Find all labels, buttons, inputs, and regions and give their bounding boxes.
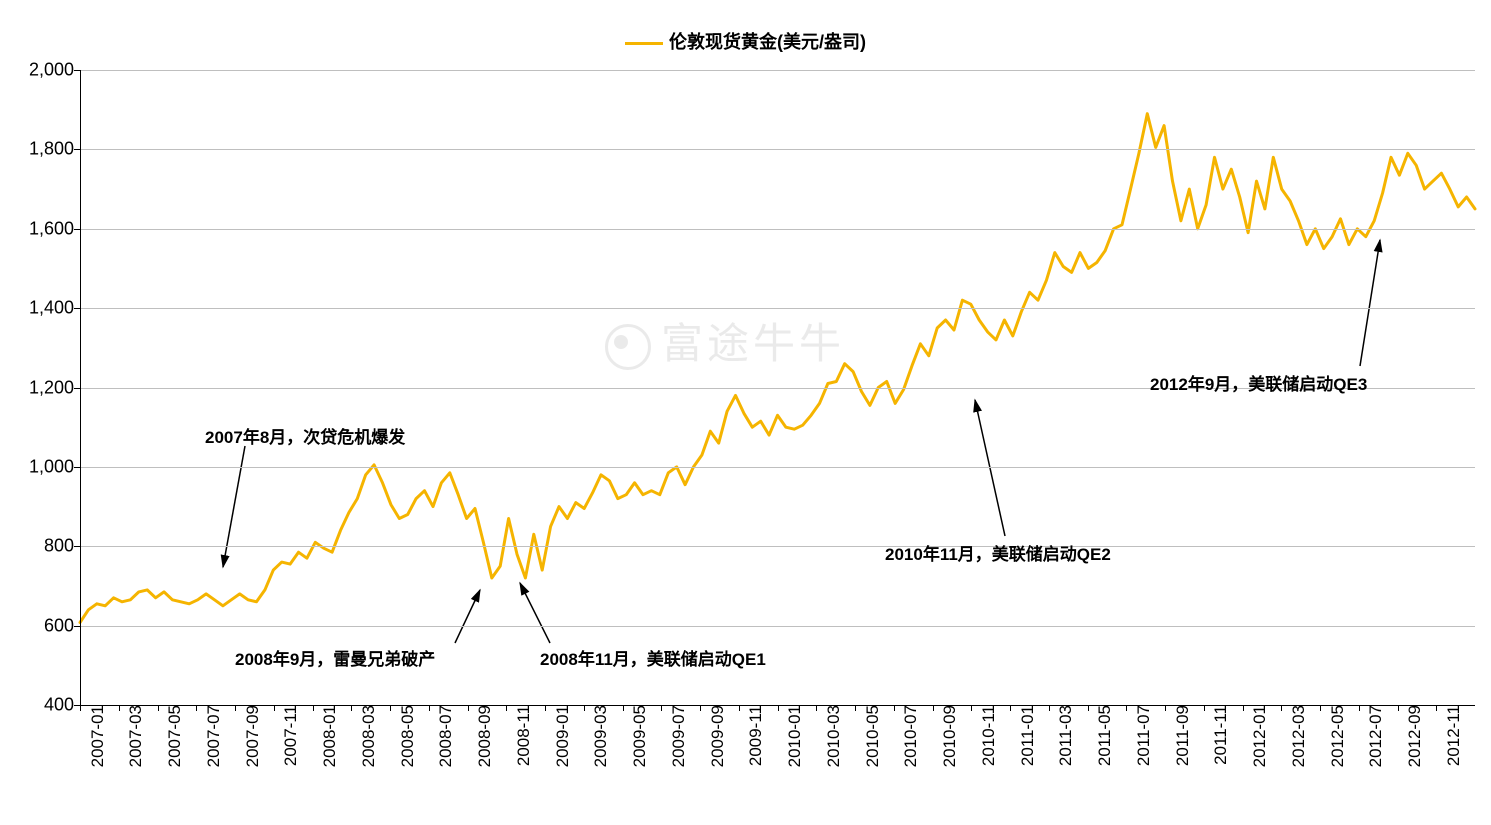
x-tick-mark <box>1243 705 1244 711</box>
x-tick-mark <box>739 705 740 711</box>
x-tick-mark <box>1359 705 1360 711</box>
annotation-label: 2008年11月，美联储启动QE1 <box>540 645 766 670</box>
y-tick-label: 1,200 <box>29 377 80 398</box>
x-tick-mark <box>158 705 159 711</box>
y-tick-label: 1,000 <box>29 456 80 477</box>
x-tick-label: 2009-09 <box>704 705 728 767</box>
x-tick-mark <box>894 705 895 711</box>
x-tick-label: 2007-03 <box>122 705 146 767</box>
x-tick-mark <box>1320 705 1321 711</box>
x-tick-label: 2009-01 <box>549 705 573 767</box>
annotation-label: 2007年8月，次贷危机爆发 <box>205 423 405 448</box>
x-tick-mark <box>1126 705 1127 711</box>
x-tick-mark <box>816 705 817 711</box>
legend-label: 伦敦现货黄金(美元/盎司) <box>669 32 866 52</box>
x-tick-label: 2011-03 <box>1052 705 1076 766</box>
gridline <box>80 229 1475 230</box>
x-tick-label: 2012-05 <box>1324 705 1348 767</box>
x-tick-mark <box>351 705 352 711</box>
x-tick-label: 2007-09 <box>239 705 263 767</box>
gridline <box>80 308 1475 309</box>
gold-price-chart: 伦敦现货黄金(美元/盎司) 4006008001,0001,2001,4001,… <box>0 0 1491 825</box>
gridline <box>80 70 1475 71</box>
x-tick-label: 2011-07 <box>1130 705 1154 766</box>
y-tick-label: 1,800 <box>29 139 80 160</box>
x-tick-mark <box>584 705 585 711</box>
watermark: 富途牛牛 <box>605 310 845 371</box>
gridline <box>80 149 1475 150</box>
gridline <box>80 467 1475 468</box>
x-tick-mark <box>1010 705 1011 711</box>
x-tick-label: 2008-09 <box>471 705 495 767</box>
annotation-label: 2012年9月，美联储启动QE3 <box>1150 370 1367 395</box>
x-tick-mark <box>274 705 275 711</box>
plot-area: 4006008001,0001,2001,4001,6001,8002,0002… <box>80 70 1475 705</box>
x-tick-mark <box>468 705 469 711</box>
x-tick-mark <box>429 705 430 711</box>
y-tick-label: 1,400 <box>29 298 80 319</box>
x-tick-mark <box>971 705 972 711</box>
annotation-label: 2008年9月，雷曼兄弟破产 <box>235 645 435 670</box>
x-tick-label: 2008-11 <box>510 705 534 766</box>
x-tick-label: 2007-05 <box>161 705 185 767</box>
x-tick-mark <box>545 705 546 711</box>
x-tick-label: 2011-09 <box>1169 705 1193 766</box>
x-tick-mark <box>80 705 81 711</box>
x-tick-label: 2010-11 <box>975 705 999 766</box>
y-tick-label: 2,000 <box>29 60 80 81</box>
x-tick-mark <box>1049 705 1050 711</box>
x-tick-label: 2010-09 <box>936 705 960 767</box>
x-tick-mark <box>700 705 701 711</box>
x-tick-label: 2012-01 <box>1246 705 1270 767</box>
x-tick-label: 2007-01 <box>84 705 108 767</box>
x-tick-label: 2008-07 <box>432 705 456 767</box>
y-tick-label: 1,600 <box>29 218 80 239</box>
chart-legend: 伦敦现货黄金(美元/盎司) <box>0 28 1491 54</box>
x-tick-label: 2012-09 <box>1401 705 1425 767</box>
x-tick-label: 2010-05 <box>859 705 883 767</box>
x-tick-mark <box>778 705 779 711</box>
x-tick-label: 2008-05 <box>394 705 418 767</box>
x-tick-label: 2009-03 <box>587 705 611 767</box>
x-tick-mark <box>390 705 391 711</box>
x-tick-mark <box>623 705 624 711</box>
x-tick-label: 2007-07 <box>200 705 224 767</box>
x-tick-mark <box>196 705 197 711</box>
x-tick-label: 2009-05 <box>626 705 650 767</box>
x-tick-mark <box>313 705 314 711</box>
x-tick-mark <box>1281 705 1282 711</box>
x-tick-mark <box>1165 705 1166 711</box>
x-tick-label: 2011-11 <box>1207 705 1231 765</box>
gridline <box>80 626 1475 627</box>
x-tick-label: 2012-03 <box>1285 705 1309 767</box>
x-tick-label: 2010-07 <box>897 705 921 767</box>
x-tick-mark <box>1436 705 1437 711</box>
x-tick-mark <box>933 705 934 711</box>
x-tick-mark <box>1204 705 1205 711</box>
x-tick-mark <box>1088 705 1089 711</box>
watermark-text: 富途牛牛 <box>661 320 845 367</box>
x-tick-label: 2011-05 <box>1091 705 1115 766</box>
x-tick-label: 2012-07 <box>1362 705 1386 767</box>
annotation-label: 2010年11月，美联储启动QE2 <box>885 540 1111 565</box>
x-tick-label: 2011-01 <box>1014 705 1038 766</box>
x-tick-label: 2010-01 <box>781 705 805 767</box>
legend-swatch <box>625 42 663 45</box>
x-tick-label: 2009-07 <box>665 705 689 767</box>
x-tick-label: 2008-03 <box>355 705 379 767</box>
y-axis <box>80 70 81 705</box>
x-tick-label: 2007-11 <box>277 705 301 766</box>
watermark-icon <box>605 324 651 370</box>
x-tick-mark <box>661 705 662 711</box>
x-tick-mark <box>855 705 856 711</box>
gridline <box>80 546 1475 547</box>
x-tick-label: 2010-03 <box>820 705 844 767</box>
x-tick-mark <box>1398 705 1399 711</box>
x-tick-label: 2012-11 <box>1440 705 1464 766</box>
x-tick-mark <box>506 705 507 711</box>
x-tick-label: 2009-11 <box>742 705 766 766</box>
x-tick-mark <box>235 705 236 711</box>
x-tick-mark <box>119 705 120 711</box>
x-tick-label: 2008-01 <box>316 705 340 767</box>
